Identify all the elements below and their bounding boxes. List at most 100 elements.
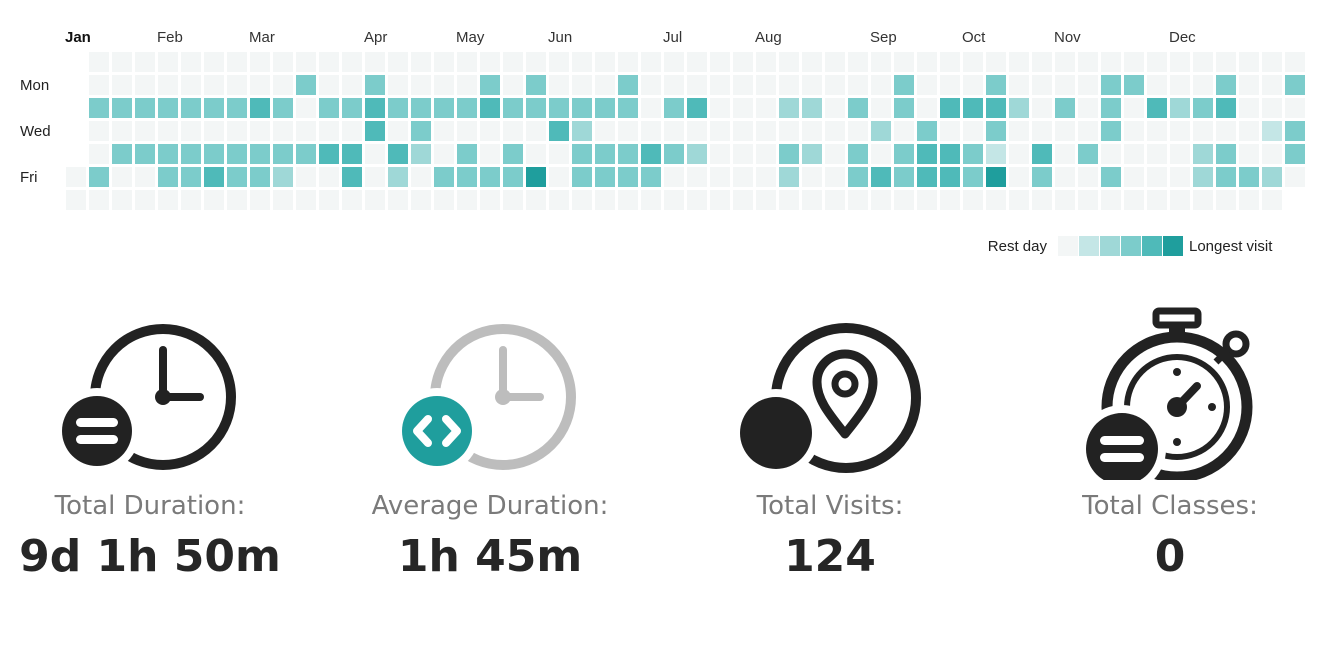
heatmap-day-cell[interactable] [273,75,293,95]
heatmap-day-cell[interactable] [342,75,362,95]
heatmap-day-cell[interactable] [733,98,753,118]
heatmap-day-cell[interactable] [940,121,960,141]
heatmap-day-cell[interactable] [1193,190,1213,210]
heatmap-day-cell[interactable] [871,52,891,72]
heatmap-day-cell[interactable] [1262,121,1282,141]
heatmap-day-cell[interactable] [1078,75,1098,95]
heatmap-day-cell[interactable] [1147,190,1167,210]
heatmap-day-cell[interactable] [664,144,684,164]
heatmap-day-cell[interactable] [1009,75,1029,95]
heatmap-day-cell[interactable] [1262,52,1282,72]
heatmap-day-cell[interactable] [503,75,523,95]
heatmap-day-cell[interactable] [526,98,546,118]
heatmap-day-cell[interactable] [1101,167,1121,187]
heatmap-day-cell[interactable] [204,75,224,95]
heatmap-day-cell[interactable] [756,121,776,141]
heatmap-day-cell[interactable] [1032,75,1052,95]
heatmap-day-cell[interactable] [1170,52,1190,72]
heatmap-day-cell[interactable] [365,75,385,95]
heatmap-day-cell[interactable] [66,167,86,187]
heatmap-day-cell[interactable] [687,75,707,95]
heatmap-day-cell[interactable] [135,98,155,118]
heatmap-day-cell[interactable] [664,75,684,95]
heatmap-day-cell[interactable] [411,167,431,187]
heatmap-day-cell[interactable] [434,52,454,72]
heatmap-day-cell[interactable] [227,167,247,187]
heatmap-day-cell[interactable] [917,75,937,95]
heatmap-day-cell[interactable] [940,75,960,95]
heatmap-day-cell[interactable] [641,98,661,118]
heatmap-day-cell[interactable] [825,52,845,72]
heatmap-day-cell[interactable] [1285,144,1305,164]
heatmap-day-cell[interactable] [227,190,247,210]
heatmap-day-cell[interactable] [756,52,776,72]
heatmap-day-cell[interactable] [227,98,247,118]
heatmap-day-cell[interactable] [480,144,500,164]
heatmap-day-cell[interactable] [687,52,707,72]
heatmap-day-cell[interactable] [227,75,247,95]
heatmap-day-cell[interactable] [388,121,408,141]
heatmap-day-cell[interactable] [779,52,799,72]
heatmap-day-cell[interactable] [1055,75,1075,95]
heatmap-day-cell[interactable] [457,98,477,118]
heatmap-day-cell[interactable] [1032,52,1052,72]
heatmap-day-cell[interactable] [1032,167,1052,187]
heatmap-day-cell[interactable] [1216,190,1236,210]
heatmap-day-cell[interactable] [549,98,569,118]
heatmap-day-cell[interactable] [1262,75,1282,95]
heatmap-day-cell[interactable] [1239,52,1259,72]
heatmap-day-cell[interactable] [595,52,615,72]
heatmap-day-cell[interactable] [250,190,270,210]
heatmap-day-cell[interactable] [457,121,477,141]
heatmap-day-cell[interactable] [595,167,615,187]
heatmap-day-cell[interactable] [1101,190,1121,210]
heatmap-day-cell[interactable] [549,144,569,164]
heatmap-day-cell[interactable] [296,144,316,164]
heatmap-day-cell[interactable] [664,190,684,210]
heatmap-day-cell[interactable] [894,190,914,210]
heatmap-day-cell[interactable] [1124,167,1144,187]
heatmap-day-cell[interactable] [848,98,868,118]
heatmap-day-cell[interactable] [1147,52,1167,72]
heatmap-day-cell[interactable] [388,167,408,187]
heatmap-day-cell[interactable] [641,121,661,141]
heatmap-day-cell[interactable] [1193,121,1213,141]
heatmap-day-cell[interactable] [250,144,270,164]
heatmap-day-cell[interactable] [158,75,178,95]
heatmap-day-cell[interactable] [1147,75,1167,95]
heatmap-day-cell[interactable] [894,52,914,72]
heatmap-day-cell[interactable] [89,98,109,118]
heatmap-day-cell[interactable] [112,167,132,187]
heatmap-day-cell[interactable] [618,75,638,95]
heatmap-day-cell[interactable] [365,144,385,164]
heatmap-day-cell[interactable] [871,167,891,187]
heatmap-day-cell[interactable] [687,121,707,141]
heatmap-day-cell[interactable] [756,75,776,95]
heatmap-day-cell[interactable] [572,167,592,187]
heatmap-day-cell[interactable] [1032,121,1052,141]
heatmap-day-cell[interactable] [342,121,362,141]
heatmap-day-cell[interactable] [181,75,201,95]
heatmap-day-cell[interactable] [825,121,845,141]
heatmap-day-cell[interactable] [319,144,339,164]
heatmap-day-cell[interactable] [618,144,638,164]
heatmap-day-cell[interactable] [1216,121,1236,141]
heatmap-day-cell[interactable] [572,190,592,210]
heatmap-day-cell[interactable] [1216,144,1236,164]
heatmap-day-cell[interactable] [1262,98,1282,118]
heatmap-day-cell[interactable] [802,190,822,210]
heatmap-day-cell[interactable] [1147,144,1167,164]
heatmap-day-cell[interactable] [319,190,339,210]
heatmap-day-cell[interactable] [1124,98,1144,118]
heatmap-day-cell[interactable] [1078,167,1098,187]
heatmap-day-cell[interactable] [480,190,500,210]
heatmap-day-cell[interactable] [1055,52,1075,72]
heatmap-day-cell[interactable] [572,144,592,164]
heatmap-day-cell[interactable] [1216,75,1236,95]
heatmap-day-cell[interactable] [963,190,983,210]
heatmap-day-cell[interactable] [871,75,891,95]
heatmap-day-cell[interactable] [894,121,914,141]
heatmap-day-cell[interactable] [710,167,730,187]
heatmap-day-cell[interactable] [227,121,247,141]
heatmap-day-cell[interactable] [112,144,132,164]
